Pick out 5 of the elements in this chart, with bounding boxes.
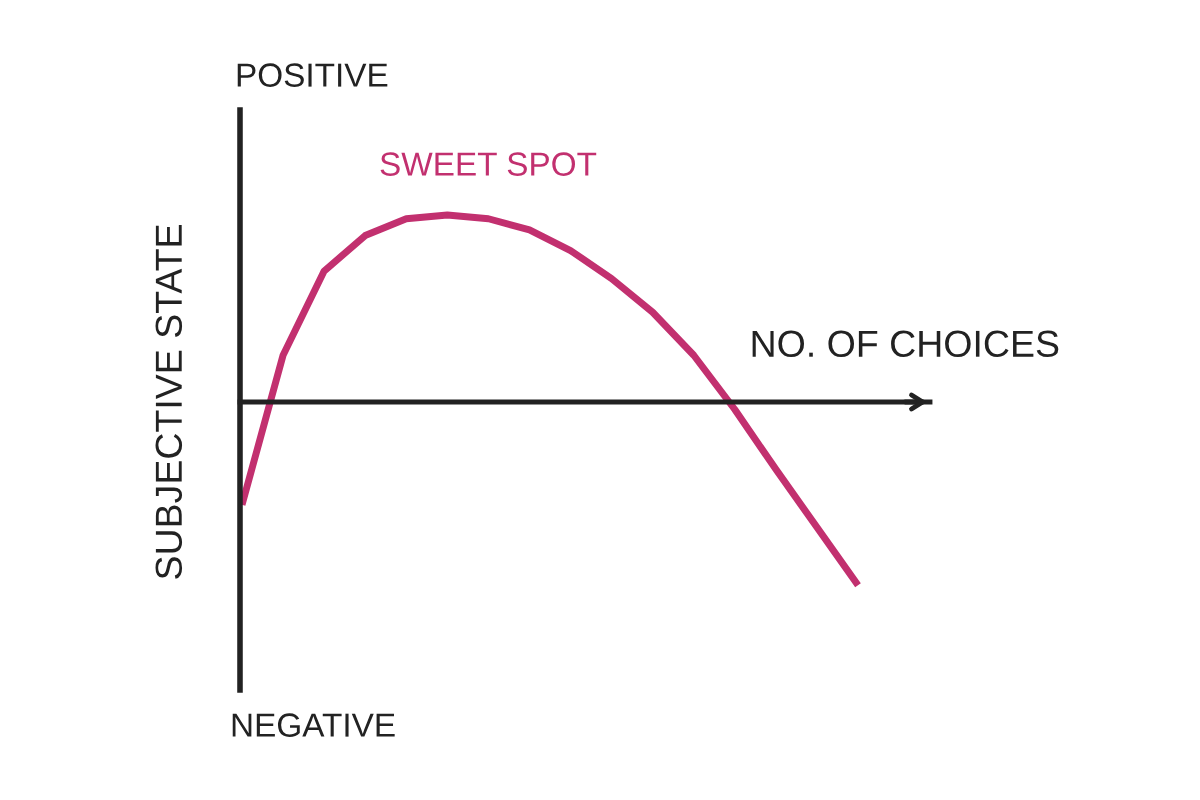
x-axis-title: NO. OF CHOICES — [752, 330, 1059, 358]
text: SWEET SPOT — [380, 152, 597, 176]
text: NEGATIVE — [232, 713, 395, 737]
text: POSITIVE — [237, 63, 388, 87]
y-axis-title: SUBJECTIVE STATE — [155, 225, 183, 579]
